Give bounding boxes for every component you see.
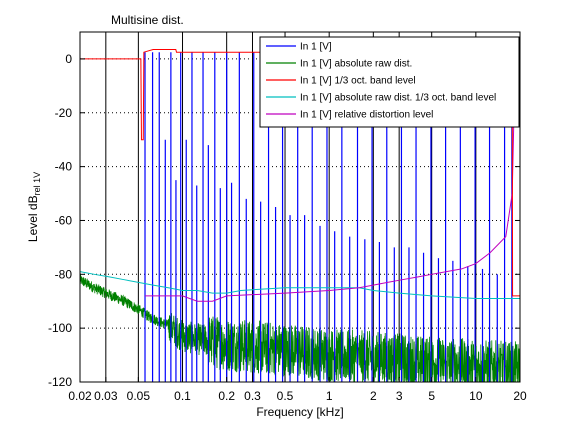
legend-label: In 1 [V] absolute raw dist. [300,59,412,70]
y-tick-label: -100 [48,321,72,335]
y-tick-label: -120 [48,375,72,389]
x-tick-label: 1 [326,389,333,403]
x-ticks: 0.02 0.03 0.05 0.1 0.2 0.3 0.5 1 2 3 5 10 20 [68,377,527,403]
x-tick-label: 0.3 [244,389,261,403]
x-tick-label: 2 [370,389,377,403]
chart-title: Multisine dist. [111,13,184,27]
x-tick-label: 5 [428,389,435,403]
y-axis-label: Level dBrel 1V [26,172,42,242]
y-axis-label-main: Level dB [26,195,40,242]
y-ticks: 0 -20 -40 -60 -80 -100 -120 [48,52,520,389]
legend: In 1 [V] In 1 [V] absolute raw dist. In 1 … [259,36,520,128]
x-tick-label: 3 [396,389,403,403]
y-tick-label: -40 [55,160,73,174]
y-tick-label: 0 [65,52,72,66]
series-line-raw-distortion-band [80,271,520,300]
legend-box [259,36,520,128]
y-tick-label: -20 [55,106,73,120]
legend-label: In 1 [V] 1/3 oct. band level [300,76,416,87]
plot-frame [79,31,521,383]
x-tick-label: 0.05 [127,389,151,403]
y-axis-label-sub: rel 1V [32,172,42,196]
x-tick-label: 10 [469,389,483,403]
x-tick-label: 20 [513,389,527,403]
legend-label: In 1 [V] [300,42,332,53]
y-tick-label: -60 [55,213,73,227]
legend-label: In 1 [V] relative distortion level [300,110,433,121]
x-tick-label: 0.1 [174,389,191,403]
series-line-raw-distortion [80,274,520,382]
x-tick-label: 0.03 [94,389,118,403]
series-line-relative-distortion [145,52,516,302]
x-axis-label: Frequency [kHz] [256,405,343,419]
x-tick-label: 0.5 [277,389,294,403]
legend-label: In 1 [V] absolute raw dist. 1/3 oct. ban… [300,93,496,104]
y-tick-label: -80 [55,267,73,281]
x-tick-label: 0.2 [218,389,235,403]
x-tick-label: 0.02 [68,389,92,403]
